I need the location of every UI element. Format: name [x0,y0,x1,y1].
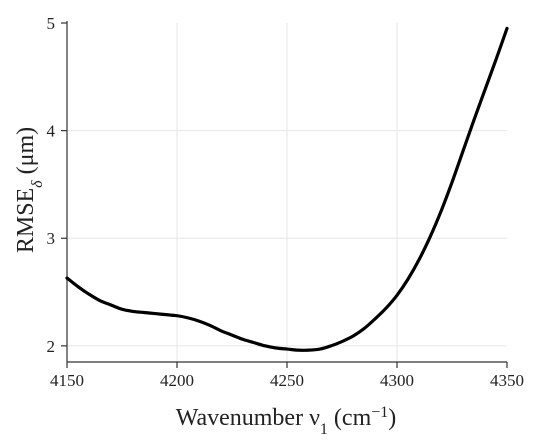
y-tick-label: 5 [47,14,56,33]
x-tick-label: 4150 [50,371,84,390]
grid [67,23,507,362]
y-tick-labels: 2 3 4 5 [47,14,56,356]
axes [61,21,508,368]
y-tick-label: 4 [47,122,56,141]
y-tick-label: 3 [47,229,56,248]
y-tick-label: 2 [47,337,56,356]
x-tick-labels: 4150 4200 4250 4300 4350 [50,371,524,390]
x-tick-label: 4350 [490,371,524,390]
x-tick-label: 4300 [380,371,414,390]
y-axis-title: RMSEδ (μm) [13,127,46,253]
x-tick-label: 4250 [270,371,304,390]
x-tick-label: 4200 [160,371,194,390]
x-axis-title: Wavenumber ν1 (cm−1) [176,404,397,438]
series-line [65,26,509,352]
